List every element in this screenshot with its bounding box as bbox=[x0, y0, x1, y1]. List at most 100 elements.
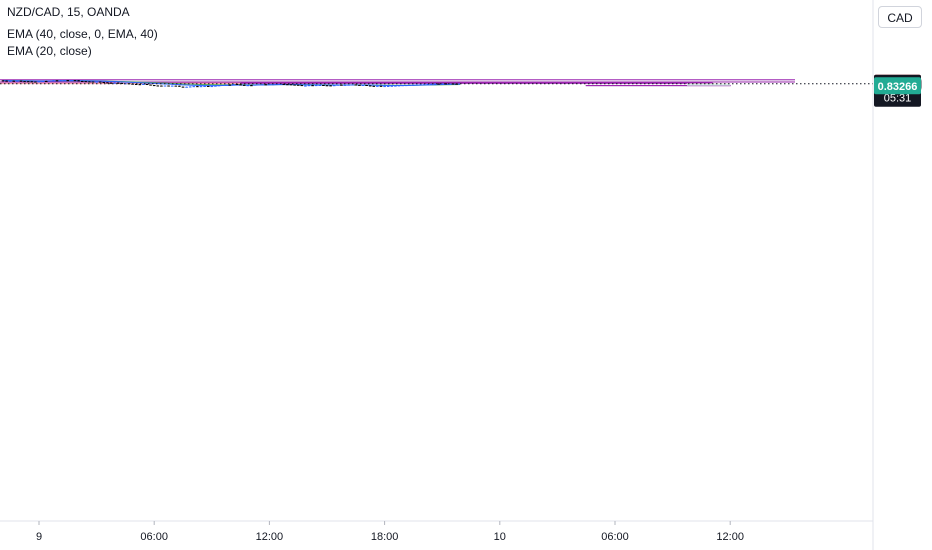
candle-body bbox=[343, 84, 347, 86]
candle-body bbox=[84, 81, 88, 83]
candle bbox=[300, 84, 304, 87]
candle-body bbox=[271, 84, 275, 86]
candle bbox=[340, 84, 343, 86]
candle-body bbox=[440, 83, 444, 85]
candle bbox=[8, 80, 12, 82]
candle bbox=[422, 84, 426, 86]
candle-body bbox=[397, 85, 401, 87]
candle-body bbox=[199, 86, 203, 88]
candle-body bbox=[116, 82, 120, 84]
candle-body bbox=[235, 84, 239, 86]
candle-body bbox=[422, 84, 426, 86]
candle-body bbox=[196, 86, 199, 88]
candle bbox=[73, 80, 77, 82]
candle bbox=[304, 85, 307, 87]
candle-body bbox=[12, 80, 16, 82]
candle-body bbox=[149, 84, 152, 86]
candle bbox=[444, 83, 448, 85]
candle-body bbox=[62, 80, 66, 82]
candle-body bbox=[185, 86, 188, 88]
candle bbox=[167, 85, 170, 87]
candle-body bbox=[383, 86, 386, 88]
candle-body bbox=[210, 86, 214, 88]
candle bbox=[41, 80, 44, 82]
candle bbox=[181, 86, 185, 88]
candle-body bbox=[239, 84, 242, 86]
currency-button[interactable]: CAD bbox=[878, 6, 922, 28]
candle-body bbox=[44, 80, 48, 82]
candle-body bbox=[329, 85, 332, 87]
candle bbox=[286, 84, 289, 86]
candle bbox=[372, 85, 376, 87]
candle bbox=[311, 84, 314, 87]
candle bbox=[329, 85, 332, 87]
candle-body bbox=[91, 81, 95, 83]
candle bbox=[419, 84, 422, 86]
candle bbox=[397, 85, 401, 87]
candle bbox=[224, 84, 228, 86]
candle bbox=[149, 84, 152, 86]
candle-body bbox=[174, 85, 178, 87]
candle-body bbox=[347, 84, 350, 86]
price-labels-layer: 0.835220.834730.8346905:310.83266 bbox=[874, 74, 921, 107]
candle-body bbox=[264, 84, 268, 86]
candle-body bbox=[26, 81, 30, 83]
candle bbox=[257, 84, 260, 86]
candle-body bbox=[109, 82, 113, 84]
candle bbox=[98, 81, 102, 83]
candle bbox=[185, 86, 188, 88]
candle-body bbox=[289, 84, 293, 86]
candle-body bbox=[55, 80, 59, 82]
candle-body bbox=[221, 84, 224, 86]
ema40-legend[interactable]: EMA (40, close, 0, EMA, 40) bbox=[7, 27, 158, 41]
ema20-legend[interactable]: EMA (20, close) bbox=[7, 44, 92, 58]
candle bbox=[156, 85, 160, 87]
candle-body bbox=[242, 84, 246, 86]
candle-body bbox=[30, 81, 34, 83]
candle-body bbox=[181, 86, 185, 88]
candle-body bbox=[314, 85, 318, 87]
candle-body bbox=[404, 85, 408, 87]
candle bbox=[250, 84, 253, 87]
candle bbox=[113, 82, 116, 84]
candle bbox=[80, 80, 84, 82]
candle-body bbox=[138, 84, 142, 86]
candle bbox=[62, 80, 66, 82]
candle-body bbox=[365, 84, 368, 86]
candle bbox=[289, 84, 293, 86]
candle bbox=[188, 86, 192, 88]
candle bbox=[217, 85, 221, 87]
x-tick-label: 9 bbox=[36, 531, 42, 543]
upper-supply-zone-fill bbox=[0, 79, 795, 83]
candle bbox=[408, 84, 412, 86]
candle bbox=[404, 84, 408, 87]
target-zone bbox=[687, 83, 731, 86]
candle bbox=[221, 84, 224, 86]
symbol-title: NZD/CAD, 15, OANDA bbox=[7, 5, 130, 19]
candle bbox=[23, 81, 26, 83]
x-tick-label: 06:00 bbox=[601, 531, 629, 543]
candle-body bbox=[412, 84, 415, 86]
candle-body bbox=[145, 84, 149, 86]
candle-body bbox=[167, 85, 170, 87]
candle-body bbox=[77, 80, 80, 82]
candle-body bbox=[88, 81, 91, 83]
candle bbox=[268, 84, 271, 86]
candle bbox=[214, 85, 217, 87]
candle-body bbox=[386, 85, 390, 87]
candle bbox=[242, 84, 246, 86]
candle bbox=[325, 85, 329, 87]
candle-body bbox=[444, 83, 448, 85]
candle-body bbox=[307, 85, 311, 87]
candle bbox=[145, 83, 149, 86]
candle-body bbox=[275, 84, 278, 86]
candle bbox=[199, 86, 203, 88]
candle-body bbox=[250, 85, 253, 87]
candle bbox=[77, 80, 80, 82]
candle bbox=[34, 81, 37, 83]
candle bbox=[192, 86, 196, 88]
candle bbox=[55, 80, 59, 82]
candle bbox=[426, 83, 430, 85]
candle bbox=[95, 81, 98, 83]
